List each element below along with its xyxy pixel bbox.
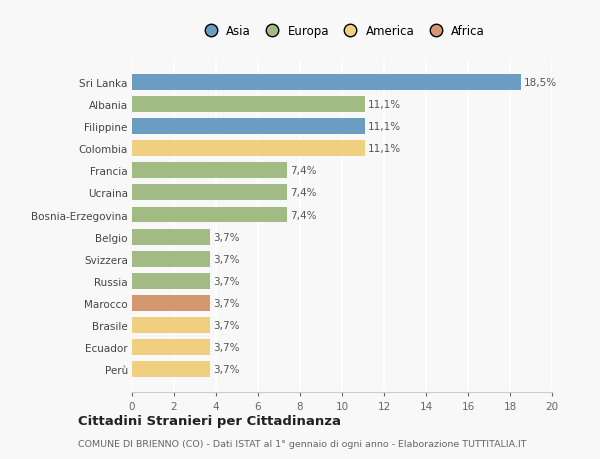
Bar (132, 273, 210, 289)
Text: 11,1%: 11,1% (368, 122, 401, 132)
Text: 3,7%: 3,7% (213, 254, 239, 264)
Text: 3,7%: 3,7% (213, 298, 239, 308)
Bar (132, 119, 365, 135)
Text: 3,7%: 3,7% (213, 364, 239, 375)
Text: 11,1%: 11,1% (368, 100, 401, 110)
Bar (132, 317, 210, 333)
Text: 11,1%: 11,1% (368, 144, 401, 154)
Text: 3,7%: 3,7% (213, 276, 239, 286)
Bar (132, 339, 210, 355)
Text: 18,5%: 18,5% (524, 78, 557, 88)
Bar (132, 163, 287, 179)
Bar (132, 97, 365, 113)
Legend: Asia, Europa, America, Africa: Asia, Europa, America, Africa (197, 22, 487, 40)
Text: 7,4%: 7,4% (290, 210, 317, 220)
Text: 3,7%: 3,7% (213, 232, 239, 242)
Text: 3,7%: 3,7% (213, 342, 239, 353)
Text: 7,4%: 7,4% (290, 188, 317, 198)
Bar (132, 75, 521, 91)
Text: 3,7%: 3,7% (213, 320, 239, 330)
Bar (132, 207, 287, 223)
Bar (132, 229, 210, 245)
Bar (132, 141, 365, 157)
Bar (132, 185, 287, 201)
Bar (132, 251, 210, 267)
Bar (132, 295, 210, 311)
Text: 7,4%: 7,4% (290, 166, 317, 176)
Bar (132, 361, 210, 377)
Text: COMUNE DI BRIENNO (CO) - Dati ISTAT al 1° gennaio di ogni anno - Elaborazione TU: COMUNE DI BRIENNO (CO) - Dati ISTAT al 1… (78, 439, 527, 448)
Text: Cittadini Stranieri per Cittadinanza: Cittadini Stranieri per Cittadinanza (78, 414, 341, 428)
